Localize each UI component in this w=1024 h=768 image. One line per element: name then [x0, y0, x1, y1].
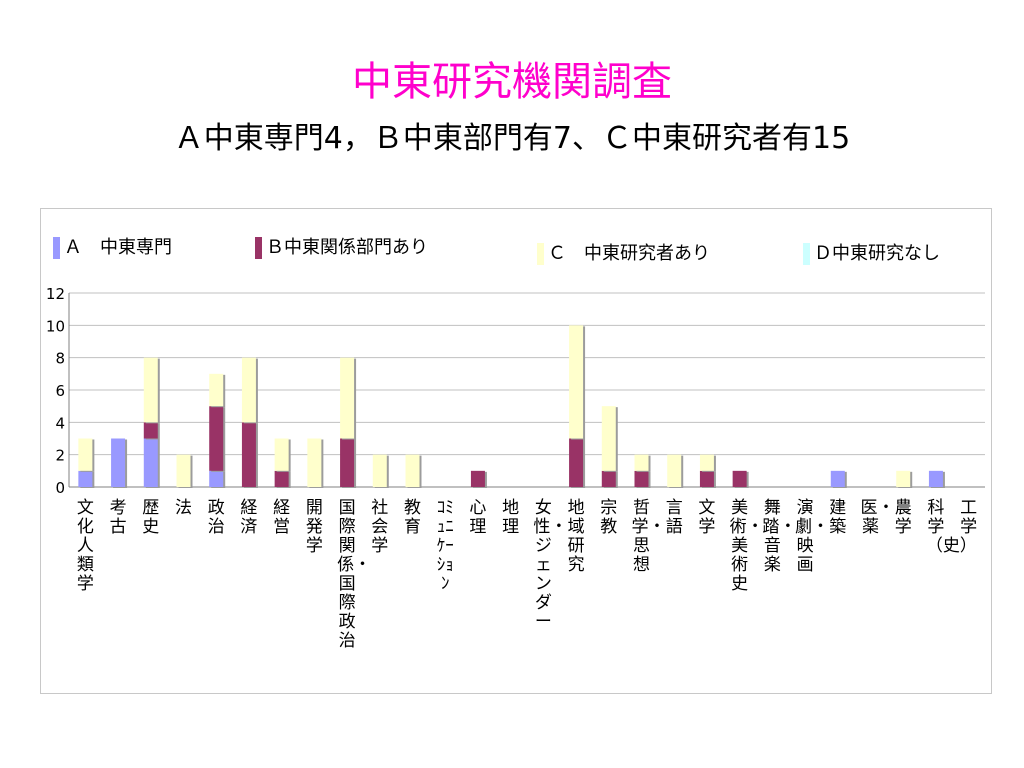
bar-segment-3 [699, 454, 714, 471]
x-tick-label: 開発学 [305, 498, 323, 556]
stacked-bar-chart: 0 2 4 6 8 10 12 [46, 285, 985, 497]
bar-segment-3 [601, 406, 616, 471]
bar-segment-3 [634, 454, 649, 471]
x-tick-label: 歴史 [142, 498, 160, 537]
x-tick-label: 考古 [109, 498, 127, 537]
legend-item-a: Ａ 中東専門 [53, 237, 172, 259]
y-tick-label: 2 [55, 447, 65, 465]
bar-segment-3 [340, 357, 355, 439]
legend-label-c: Ｃ 中東研究者あり [548, 243, 710, 264]
legend-label-b: Ｂ中東関係部門あり [266, 237, 428, 258]
bar-segment-2 [732, 470, 747, 487]
bar-segment-3 [176, 454, 191, 487]
bar-segment-3 [896, 470, 911, 487]
chart-frame: Ａ 中東専門 Ｂ中東関係部門あり Ｃ 中東研究者あり Ｄ中東研究なし 0 2 4 6 8… [40, 208, 992, 694]
x-tick-label: 建築 [829, 498, 847, 537]
legend-item-b: Ｂ中東関係部門あり [255, 237, 428, 259]
bar-segment-3 [569, 325, 584, 439]
x-tick-label: 工学 [960, 498, 978, 537]
x-tick-label: 哲学・思想 [631, 498, 666, 575]
bar-segment-3 [405, 454, 420, 487]
bar-segment-3 [241, 357, 256, 423]
legend-label-d: Ｄ中東研究なし [814, 243, 940, 264]
chart-subtitle: Ａ中東専門4，Ｂ中東部門有7、Ｃ中東研究者有15 [173, 121, 851, 156]
x-tick-label: 農学 [894, 498, 912, 537]
x-tick-label: 医・薬 [860, 498, 895, 537]
bar-segment-1 [143, 438, 158, 487]
bar-segment-2 [634, 470, 649, 487]
x-tick-label: 政治 [207, 498, 225, 537]
bar-segment-2 [143, 422, 158, 439]
bar-segment-3 [307, 438, 322, 487]
y-tick-label: 4 [55, 414, 65, 432]
bar-segment-3 [143, 357, 158, 423]
y-tick-label: 6 [55, 382, 65, 400]
y-tick-label: 0 [55, 479, 65, 497]
x-tick-label: 法 [175, 498, 192, 518]
x-tick-label: 舞踏・音楽 [762, 498, 797, 575]
y-tick-label: 12 [46, 285, 65, 303]
legend-swatch-a [53, 237, 60, 259]
bar-segment-2 [340, 438, 355, 487]
legend-label-a: Ａ 中東専門 [64, 237, 172, 258]
legend-swatch-d [803, 243, 810, 265]
legend-item-d: Ｄ中東研究なし [803, 243, 940, 265]
x-tick-label: 言語 [665, 498, 683, 537]
chart-title: 中東研究機関調査 [352, 59, 672, 105]
bar-segment-2 [601, 470, 616, 487]
bar-segment-1 [209, 470, 224, 487]
x-tick-label: 教育 [404, 498, 421, 537]
bar-segment-2 [569, 438, 584, 487]
x-tick-label: 女性・ジェンダー [533, 498, 568, 632]
y-tick-label: 10 [46, 317, 65, 335]
x-tick-label: 美術・美術史 [729, 498, 764, 594]
x-tick-label: 科学（史） [925, 498, 977, 556]
x-tick-label: 経営 [273, 498, 291, 537]
legend-item-c: Ｃ 中東研究者あり [537, 243, 710, 265]
bar-segment-1 [830, 470, 845, 487]
x-tick-label: 社会学 [371, 498, 389, 556]
bar-segment-3 [274, 438, 289, 471]
x-tick-label: 地理 [502, 498, 520, 537]
bar-segment-2 [699, 470, 714, 487]
x-tick-label: 国際関係・国際政治 [337, 498, 372, 651]
x-tick-label: 文学 [698, 498, 716, 537]
bar-segment-2 [241, 422, 256, 487]
x-tick-label: 演劇・映画 [795, 498, 830, 575]
x-tick-label: 経済 [240, 498, 258, 537]
x-tick-label: ｺﾐｭﾆｹｰｼｮﾝ [436, 498, 454, 594]
bar-segment-3 [667, 454, 682, 487]
bar-segment-3 [372, 454, 387, 487]
x-tick-label: 文化人類学 [76, 498, 94, 594]
bar-segment-1 [111, 438, 126, 487]
bar-segment-1 [928, 470, 943, 487]
bar-segment-2 [209, 406, 224, 471]
x-tick-label: 地域研究 [567, 498, 585, 575]
legend-swatch-b [255, 237, 262, 259]
x-tick-label: 心理 [469, 498, 487, 537]
bar-segment-3 [78, 438, 93, 471]
x-tick-label: 宗教 [600, 498, 618, 537]
bar-segment-2 [470, 470, 485, 487]
bar-segment-2 [274, 470, 289, 487]
legend-swatch-c [537, 243, 544, 265]
bar-segment-3 [209, 373, 224, 407]
y-tick-label: 8 [55, 350, 65, 368]
bar-segment-1 [78, 470, 93, 487]
